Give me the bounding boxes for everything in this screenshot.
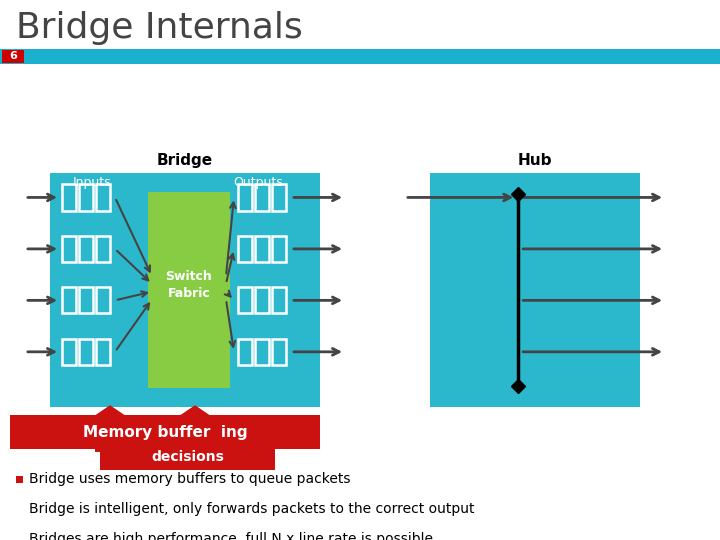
Text: Hub: Hub — [518, 152, 552, 167]
Text: decisions: decisions — [151, 450, 224, 464]
Bar — [96, 236, 110, 262]
Bar — [50, 173, 320, 407]
Bar — [16, 506, 23, 513]
Bar — [10, 415, 320, 449]
Bar — [272, 184, 286, 211]
Bar — [148, 192, 230, 388]
Bar — [62, 287, 76, 313]
Bar — [62, 184, 76, 211]
Polygon shape — [83, 405, 138, 452]
Bar — [255, 339, 269, 365]
Text: Inputs: Inputs — [73, 176, 112, 189]
Text: Bridge uses memory buffers to queue packets: Bridge uses memory buffers to queue pack… — [29, 472, 351, 486]
Bar — [238, 236, 252, 262]
Bar — [16, 476, 23, 483]
Bar — [238, 184, 252, 211]
Bar — [272, 339, 286, 365]
Bar — [0, 49, 720, 64]
Bar — [255, 236, 269, 262]
Bar — [62, 339, 76, 365]
Bar — [100, 443, 275, 470]
Bar — [79, 287, 93, 313]
Text: Outputs: Outputs — [233, 176, 283, 189]
Bar — [79, 236, 93, 262]
Bar — [96, 184, 110, 211]
Text: Memory buffer  ing: Memory buffer ing — [83, 425, 247, 440]
Bar — [430, 173, 640, 407]
Bar — [238, 339, 252, 365]
Bar — [2, 50, 24, 63]
Bar — [79, 184, 93, 211]
Text: Bridge is intelligent, only forwards packets to the correct output: Bridge is intelligent, only forwards pac… — [29, 502, 474, 516]
Bar — [255, 287, 269, 313]
Bar — [79, 339, 93, 365]
Text: Switch
Fabric: Switch Fabric — [166, 271, 212, 300]
Polygon shape — [168, 405, 222, 452]
Bar — [272, 287, 286, 313]
Text: Bridges are high performance, full N x line rate is possible: Bridges are high performance, full N x l… — [29, 532, 433, 540]
Bar — [238, 287, 252, 313]
Bar — [272, 236, 286, 262]
Bar — [255, 184, 269, 211]
Text: 6: 6 — [9, 51, 17, 61]
Bar — [62, 236, 76, 262]
Bar — [96, 287, 110, 313]
Bar — [96, 339, 110, 365]
Bar — [16, 536, 23, 540]
Text: Bridge: Bridge — [157, 152, 213, 167]
Text: Bridge Internals: Bridge Internals — [16, 11, 302, 45]
